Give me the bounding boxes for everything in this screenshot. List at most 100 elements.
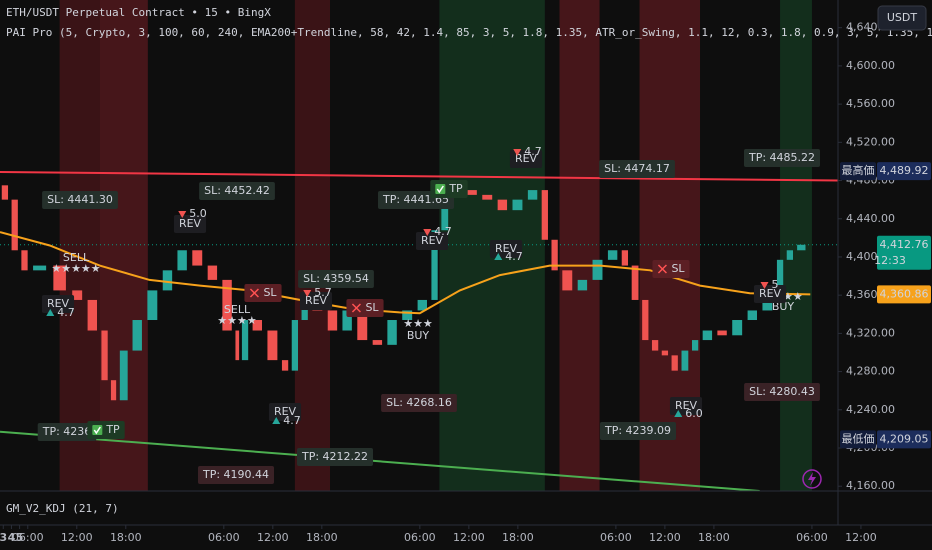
x-tick-label: 12:00 <box>61 531 93 544</box>
annotation: 5.7 <box>314 286 332 299</box>
annotation-box <box>381 394 457 412</box>
signal-arrow <box>760 282 769 289</box>
x-tick-label: 12:00 <box>649 531 681 544</box>
x-tick-label: 06:00 <box>796 531 828 544</box>
price-marker-value: 4,489.92 <box>880 164 929 177</box>
annotation: REV <box>495 242 518 255</box>
annotation: ★★★ <box>403 317 433 330</box>
candle <box>562 270 573 291</box>
price-marker-box <box>877 162 931 181</box>
candle <box>21 250 28 271</box>
annotation: TP: 4236 <box>42 425 92 438</box>
x-tick-label: 5 <box>16 531 24 544</box>
signal-zone <box>59 0 100 491</box>
annotation: REV <box>759 287 782 300</box>
signal-arrow <box>178 211 187 218</box>
annotation: REV <box>305 294 328 307</box>
indicator-settings: PAI Pro (5, Crypto, 3, 100, 60, 240, EMA… <box>6 26 932 39</box>
x-tick-label: 18:00 <box>110 531 142 544</box>
y-tick-label: 4,600.00 <box>846 59 895 72</box>
annotation: REV <box>47 297 70 310</box>
price-marker-label: 最低価 <box>842 432 875 445</box>
price-marker-label-box <box>840 430 876 449</box>
candle <box>786 250 794 260</box>
trendline <box>0 430 760 491</box>
x-tick-label: 18:00 <box>502 531 534 544</box>
cross-icon <box>351 303 361 313</box>
annotation: 4.7 <box>524 145 542 158</box>
ema-price-box <box>877 285 931 304</box>
candle <box>235 330 240 361</box>
x-tick-label: 12:00 <box>257 531 289 544</box>
annotation: SL <box>671 262 685 275</box>
annotation: TP: 4212.22 <box>301 450 368 463</box>
candle <box>592 259 603 280</box>
price-marker-value: 4,209.05 <box>880 432 929 445</box>
candle <box>631 265 639 300</box>
annotation-box <box>744 383 820 401</box>
annotation: SL: 4452.42 <box>204 184 270 197</box>
x-tick-label: 06:00 <box>600 531 632 544</box>
countdown: 12:33 <box>874 254 906 267</box>
candle <box>147 290 158 321</box>
annotation-box <box>415 232 449 250</box>
candle <box>417 299 428 311</box>
annotation: SL <box>263 286 277 299</box>
check-icon <box>435 184 446 194</box>
currency-button[interactable] <box>877 5 927 31</box>
candle <box>1 185 9 200</box>
annotation: 4.7 <box>434 225 452 238</box>
signal-arrow <box>272 417 281 424</box>
candle <box>797 244 806 251</box>
annotation: BUY <box>407 329 430 342</box>
candle <box>53 265 66 291</box>
candle <box>387 320 397 345</box>
annotation: 4.7 <box>283 414 301 427</box>
candle <box>192 250 203 266</box>
annotation: REV <box>274 405 297 418</box>
candle <box>661 350 669 356</box>
signal-arrow <box>423 229 432 236</box>
alert-icon[interactable] <box>802 469 822 489</box>
cross-icon <box>249 288 259 298</box>
signal-zone <box>780 0 812 491</box>
candle <box>467 190 477 195</box>
last-price-box <box>877 235 931 270</box>
cross-icon <box>657 264 667 274</box>
annotation: 6.0 <box>685 407 703 420</box>
last-price-value: 4,412.76 <box>880 238 929 251</box>
y-tick-label: 4,560.00 <box>846 97 895 110</box>
candle <box>482 194 493 200</box>
annotation: 5 <box>772 278 779 291</box>
annotation-box <box>298 270 374 288</box>
candle <box>607 250 618 260</box>
annotation: SL: 4268.16 <box>386 396 452 409</box>
annotation: REV <box>675 399 698 412</box>
x-tick-label: 06:00 <box>12 531 44 544</box>
y-tick-label: 4,320.00 <box>846 326 895 339</box>
x-tick-label: 18:00 <box>306 531 338 544</box>
candle <box>281 360 289 371</box>
candle <box>132 320 142 351</box>
candle <box>33 265 47 271</box>
annotation-box <box>199 182 275 200</box>
candle <box>267 330 278 361</box>
candle <box>512 199 523 211</box>
candle <box>702 330 713 341</box>
candle <box>222 279 232 331</box>
candle <box>72 290 83 300</box>
candle <box>162 270 173 291</box>
annotation: TP <box>448 182 463 195</box>
annotation-box <box>41 295 75 313</box>
annotation-box <box>173 215 207 233</box>
candle <box>357 310 368 341</box>
x-tick-label: 06:00 <box>208 531 240 544</box>
annotation: 4.7 <box>505 250 523 263</box>
annotation-box <box>599 160 675 178</box>
annotation: REV <box>515 152 538 165</box>
annotation-box <box>599 422 677 440</box>
signal-arrow <box>303 290 312 297</box>
annotation-box <box>753 285 787 303</box>
candle <box>732 320 743 336</box>
